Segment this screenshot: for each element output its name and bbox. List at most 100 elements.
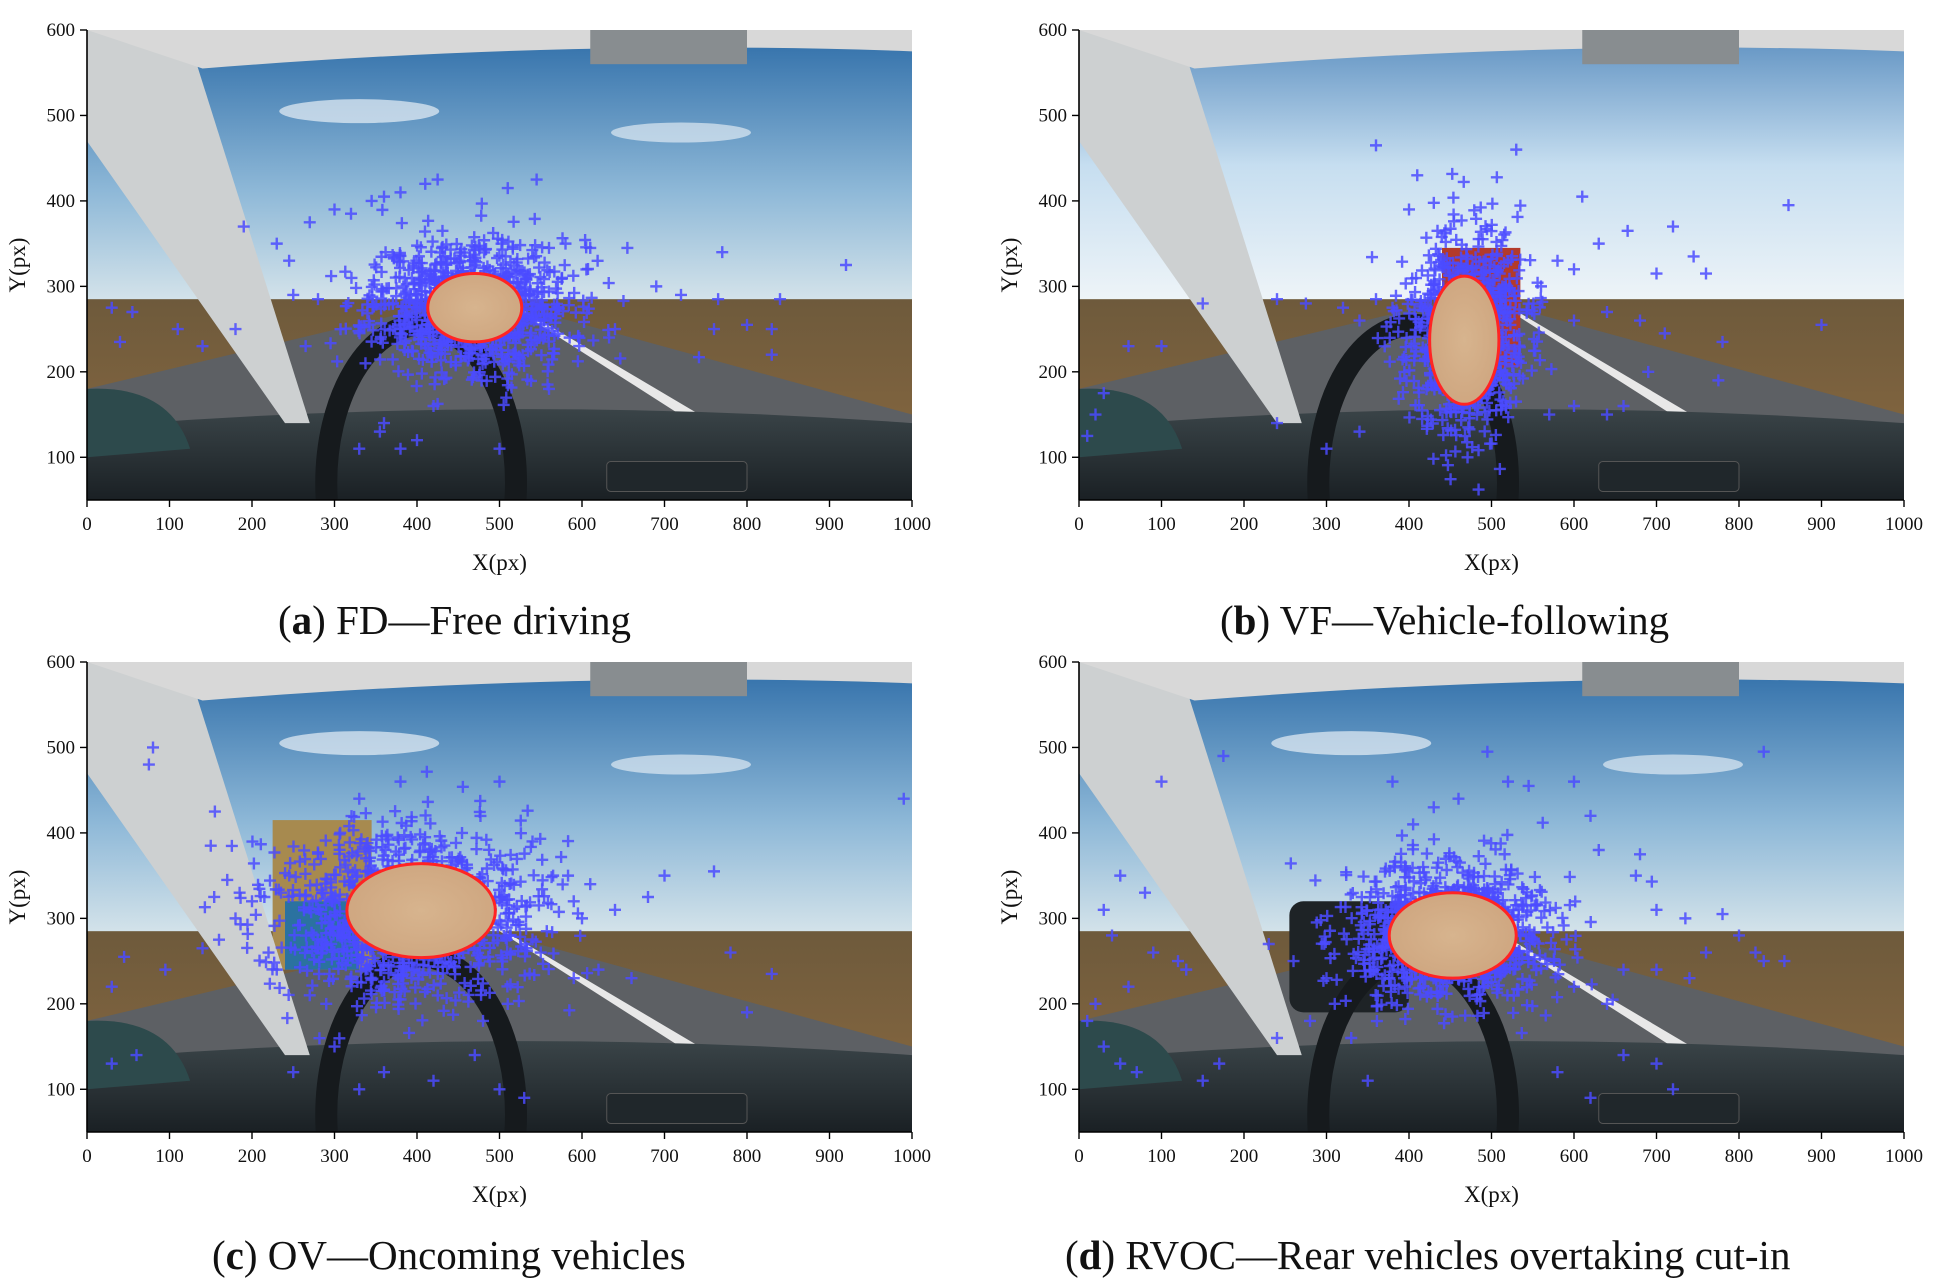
gaze-point: [521, 373, 534, 386]
gaze-point: [1418, 354, 1431, 367]
gaze-point: [765, 348, 778, 361]
axes: 0 100 200 300 400 500 600 700 800 900 1000 100 200 30…: [997, 20, 1923, 575]
y-axis-label: Y(px): [997, 870, 1022, 925]
gaze-point: [475, 349, 488, 362]
gaze-point: [1411, 169, 1424, 182]
gaze-point: [1474, 988, 1487, 1001]
gaze-point: [1522, 951, 1535, 964]
gaze-point: [1353, 314, 1366, 327]
gaze-point: [293, 961, 306, 974]
gaze-point: [472, 972, 485, 985]
gaze-point: [550, 282, 563, 295]
gaze-point: [477, 261, 490, 274]
gaze-point: [518, 1091, 531, 1104]
gaze-point: [1667, 1083, 1679, 1096]
gaze-point: [567, 972, 580, 985]
gaze-point: [592, 963, 605, 976]
gaze-point: [363, 318, 376, 331]
gaze-point: [1412, 381, 1425, 394]
gaze-point: [1507, 904, 1520, 917]
gaze-point: [1712, 374, 1725, 387]
gaze-point: [549, 316, 562, 329]
gaze-point: [198, 901, 211, 914]
gaze-point: [692, 351, 705, 364]
gaze-point: [258, 891, 271, 903]
gaze-point: [403, 293, 416, 306]
gaze-point: [502, 366, 515, 379]
gaze-point: [496, 955, 509, 968]
gaze-point: [1439, 1008, 1452, 1021]
gaze-point: [1346, 886, 1359, 899]
gaze-point: [1097, 903, 1110, 916]
gaze-point: [1650, 903, 1663, 916]
cloud: [279, 731, 440, 756]
gaze-point: [429, 845, 442, 858]
gaze-point: [1373, 910, 1386, 923]
x-tick-label: 800: [1725, 1146, 1754, 1167]
gaze-point: [1271, 1032, 1283, 1044]
gaze-point: [514, 239, 527, 252]
gaze-point: [1499, 331, 1512, 344]
gaze-point: [1402, 1002, 1414, 1015]
gaze-point: [1089, 408, 1102, 421]
gaze-point: [521, 804, 534, 817]
caption-b: (b) VF—Vehicle-following: [1220, 597, 1670, 643]
gaze-point: [1377, 979, 1390, 992]
gaze-point: [408, 964, 421, 977]
gaze-point: [357, 951, 370, 964]
gaze-point: [1568, 314, 1580, 327]
gaze-point: [1155, 775, 1168, 788]
gaze-point: [1521, 906, 1534, 919]
gaze-point: [1533, 949, 1546, 962]
gaze-point: [494, 849, 507, 862]
gaze-point: [1370, 883, 1383, 896]
gaze-point: [374, 333, 387, 346]
gaze-point: [355, 1009, 368, 1022]
gaze-point: [426, 351, 439, 364]
radio-display: [606, 1093, 748, 1124]
y-axis-label: Y(px): [5, 870, 30, 925]
gaze-point: [1449, 405, 1462, 418]
gaze-point: [1440, 449, 1453, 462]
gaze-point: [519, 938, 532, 951]
gaze-point: [1536, 816, 1549, 829]
gaze-point: [262, 946, 275, 959]
gaze-point: [1650, 1057, 1663, 1070]
gaze-point: [502, 344, 515, 357]
gaze-point: [300, 941, 313, 954]
gaze-point: [1451, 861, 1464, 874]
cloud: [1271, 731, 1432, 756]
gaze-point: [334, 826, 347, 839]
gaze-point: [562, 299, 575, 312]
gaze-point: [364, 984, 377, 997]
gaze-point: [1383, 960, 1396, 973]
x-tick-label: 0: [82, 514, 92, 535]
gaze-point: [1438, 1017, 1451, 1030]
gaze-point: [1422, 249, 1435, 262]
gaze-point: [353, 442, 366, 455]
gaze-point: [1262, 938, 1275, 950]
gaze-point: [542, 963, 555, 976]
gaze-point: [1392, 891, 1405, 904]
gaze-point: [1455, 257, 1468, 270]
gaze-point: [315, 917, 328, 930]
gaze-point: [1392, 392, 1405, 405]
gaze-point: [1463, 989, 1476, 1002]
gaze-point: [377, 957, 390, 970]
gaze-point: [1426, 417, 1439, 430]
gaze-point: [368, 278, 381, 291]
gaze-point: [1271, 293, 1283, 306]
gaze-point: [375, 963, 388, 976]
gaze-point: [1399, 881, 1412, 894]
gaze-point: [301, 964, 314, 977]
gaze-point: [333, 843, 346, 856]
gaze-point: [431, 173, 444, 186]
gaze-point: [498, 889, 511, 902]
gaze-point: [1420, 847, 1433, 860]
gaze-point: [538, 890, 551, 903]
x-tick-label: 100: [1147, 1146, 1176, 1167]
gaze-point: [897, 792, 910, 805]
gaze-point: [1601, 408, 1613, 421]
gaze-point: [1385, 996, 1398, 1009]
